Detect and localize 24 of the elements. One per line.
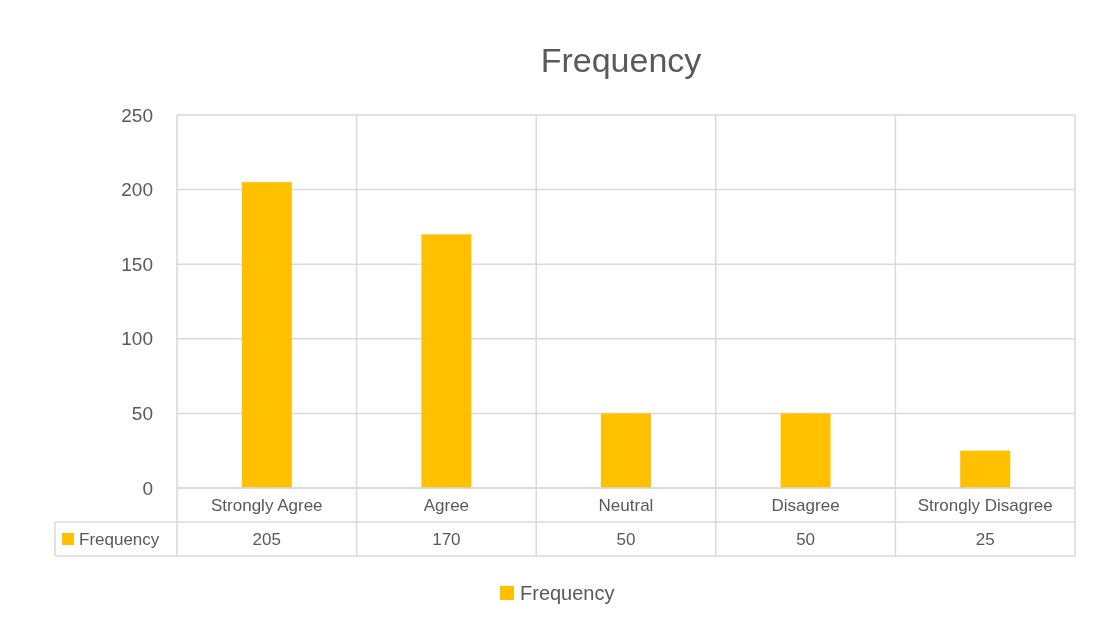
x-tick-label: Disagree: [771, 495, 840, 515]
y-tick-label: 100: [121, 328, 153, 350]
bar: [601, 413, 651, 488]
data-label: 50: [796, 529, 816, 549]
bar: [960, 450, 1011, 488]
data-label: 25: [975, 529, 995, 549]
y-tick-label: 50: [131, 403, 153, 425]
x-tick-label: Agree: [423, 495, 470, 515]
x-tick-label: Neutral: [598, 495, 654, 515]
y-tick-label: 0: [142, 477, 153, 499]
y-tick-label: 250: [121, 104, 153, 126]
text: Frequency: [520, 582, 615, 604]
data-label: 170: [432, 529, 461, 549]
x-tick-label: Strongly Disagree: [917, 495, 1053, 515]
bar: [241, 182, 292, 488]
bar: [780, 413, 831, 488]
x-tick-label: Strongly Agree: [211, 495, 323, 515]
chart-title: Frequency: [540, 41, 702, 79]
bar: [421, 234, 472, 488]
y-tick-label: 200: [121, 179, 153, 201]
data-label: 50: [616, 529, 636, 549]
y-tick-label: 150: [121, 253, 153, 275]
legend-label: Frequency: [79, 529, 160, 549]
data-label: 205: [252, 529, 281, 549]
